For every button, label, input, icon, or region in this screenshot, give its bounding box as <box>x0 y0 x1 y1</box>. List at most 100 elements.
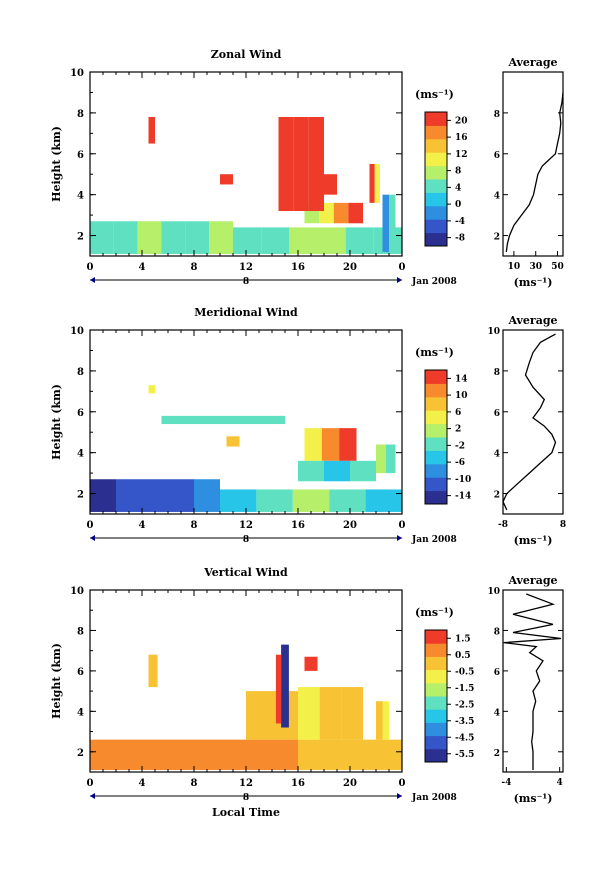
colorbar-tick-label: -1.5 <box>455 684 474 694</box>
day-axis-left-marker <box>90 277 95 283</box>
field-cell <box>220 174 233 185</box>
day-label: 8 <box>243 277 249 287</box>
average-y-tick-label: 4 <box>494 450 500 460</box>
colorbar-segment <box>425 112 447 120</box>
colorbar-segment <box>425 722 447 730</box>
y-tick-label: 4 <box>77 449 84 460</box>
colorbar-tick-label: -5.5 <box>455 750 474 760</box>
colorbar-tick-label: 6 <box>455 408 461 418</box>
colorbar-segment <box>425 636 447 644</box>
colorbar-segment <box>425 423 447 431</box>
colorbar-segment <box>425 649 447 657</box>
field-cell <box>161 221 186 254</box>
average-frame <box>502 589 564 773</box>
field-cell <box>194 479 220 512</box>
y-tick-label: 10 <box>70 68 84 79</box>
average-frame <box>502 71 564 257</box>
field-cell <box>148 654 158 688</box>
field-cell <box>311 174 324 195</box>
average-y-tick-label: 4 <box>494 192 500 202</box>
field-cell <box>226 436 240 447</box>
y-tick-label: 2 <box>77 232 84 243</box>
average-x-tick-label: -8 <box>498 520 508 530</box>
colorbar-tick-label: 12 <box>455 150 468 160</box>
colorbar-segment <box>425 729 447 737</box>
colorbar-segment <box>425 158 447 167</box>
field-cell <box>148 116 155 144</box>
day-axis-left-marker <box>90 535 95 541</box>
colorbar-tick-label: -2 <box>455 441 465 451</box>
field-cell <box>374 164 380 203</box>
colorbar-segment <box>425 219 447 227</box>
field-cell <box>209 221 233 254</box>
date-label: Jan 2008 <box>411 535 457 545</box>
colorbar-segment <box>425 179 447 187</box>
colorbar-tick-label: -8 <box>455 234 465 244</box>
x-tick-label: 4 <box>139 262 146 273</box>
colorbar-tick-label: 0 <box>455 200 461 210</box>
colorbar-segment <box>425 370 447 378</box>
colorbar-frame <box>424 629 448 763</box>
x-tick-label: 12 <box>239 520 253 531</box>
y-tick-label: 8 <box>77 367 84 378</box>
colorbar-segment <box>425 450 447 458</box>
colorbar-unit-label: (ms⁻¹) <box>415 606 454 619</box>
average-profile-line <box>505 92 564 252</box>
average-y-tick-label: 8 <box>494 110 500 120</box>
y-tick-label: 2 <box>77 490 84 501</box>
day-axis-right-marker <box>397 535 402 541</box>
field-cell <box>113 221 138 254</box>
average-y-tick-label: 8 <box>494 627 500 637</box>
average-y-tick-label: 2 <box>494 749 500 759</box>
field-cell <box>376 701 383 740</box>
colorbar-segment <box>425 138 447 146</box>
field-cell <box>293 116 309 212</box>
colorbar-segment <box>425 132 447 140</box>
colorbar-segment <box>425 165 447 173</box>
colorbar-segment <box>425 742 447 750</box>
average-title: Average <box>507 56 557 69</box>
colorbar-frame <box>424 111 448 247</box>
colorbar-segment <box>425 212 447 220</box>
colorbar-tick-label: -6 <box>455 458 465 468</box>
x-tick-label: 0 <box>87 778 94 789</box>
colorbar-segment <box>425 118 447 126</box>
average-y-tick-label: 4 <box>494 708 500 718</box>
field-cell <box>321 428 340 461</box>
average-x-label: (ms⁻¹) <box>514 534 553 547</box>
colorbar-frame <box>424 369 448 505</box>
field-cell <box>385 444 396 474</box>
colorbar-segment <box>425 696 447 704</box>
average-y-tick-label: 8 <box>494 368 500 378</box>
average-profile-line <box>502 333 557 511</box>
colorbar-segment <box>425 709 447 717</box>
field-cell <box>142 739 194 770</box>
colorbar-tick-label: -4.5 <box>455 733 474 743</box>
x-tick-label: 20 <box>343 262 357 273</box>
average-x-tick-label: 10 <box>508 262 521 272</box>
field-cell <box>137 221 162 254</box>
average-x-tick-label: 50 <box>551 262 564 272</box>
wind-field <box>90 116 402 254</box>
date-label: Jan 2008 <box>411 793 457 803</box>
field-cell <box>341 687 363 740</box>
colorbar-segment <box>425 430 447 438</box>
colorbar-segment <box>425 735 447 743</box>
colorbar-segment <box>425 463 447 471</box>
day-axis-right-marker <box>397 793 402 799</box>
field-cell <box>382 701 389 740</box>
colorbar-tick-label: -10 <box>455 475 471 485</box>
average-x-tick-label: -4 <box>501 778 511 788</box>
colorbar-segment <box>425 225 447 234</box>
colorbar-segment <box>425 396 447 404</box>
colorbar-tick-label: -14 <box>455 492 471 502</box>
y-tick-label: 8 <box>77 626 84 637</box>
average-profile-line <box>503 593 562 770</box>
colorbar-segment <box>425 125 447 133</box>
field-cell <box>233 227 262 254</box>
x-tick-label: 12 <box>239 778 253 789</box>
field-cell <box>319 687 342 740</box>
colorbar-segment <box>425 376 447 384</box>
y-tick-label: 2 <box>77 748 84 759</box>
